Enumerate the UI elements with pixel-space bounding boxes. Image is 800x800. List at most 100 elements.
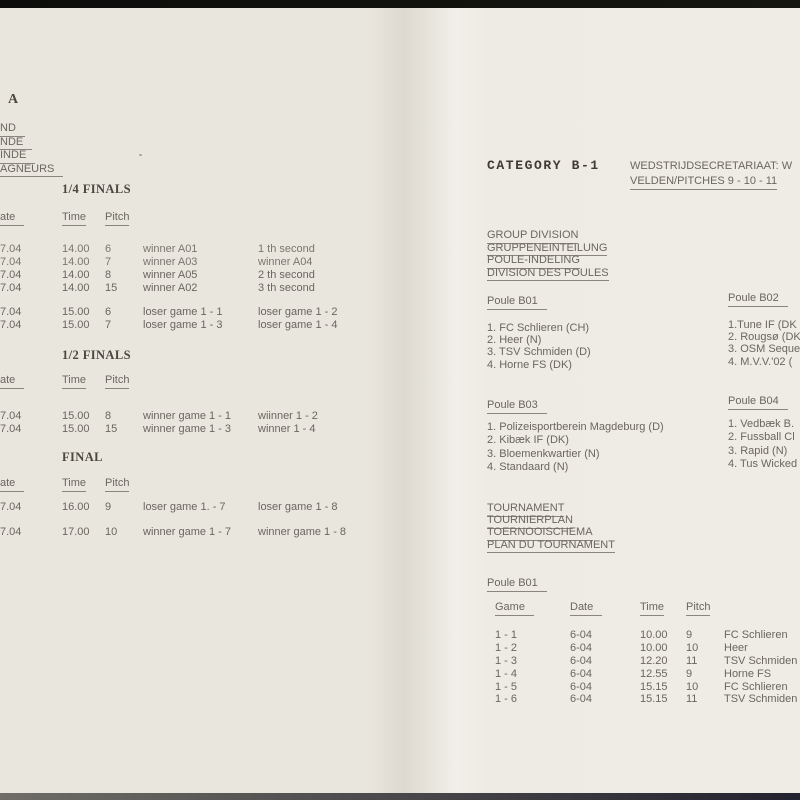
round-fragment: INDE [0,150,36,164]
match-away: winner game 1 - 8 [258,526,347,538]
heading-line: DIVISION DES POULES [487,267,609,282]
match-time: 17.00 [62,526,90,538]
match-time: 15.00 [62,306,90,318]
match-home: loser game 1 - 3 [143,319,223,331]
heading-line: TOURNIERPLAN [487,515,573,529]
col-pitch-header: Pitch [105,374,130,389]
match-away: loser game 1 - 2 [258,306,338,318]
match-date: 7.04 [0,410,22,422]
table-row: 7.04 16.00 9 loser game 1. - 7 loser gam… [0,501,400,514]
match-time: 15.00 [62,423,90,435]
game-team: TSV Schmiden [724,654,798,667]
heading-line: PLAN DU TOURNAMENT [487,539,615,554]
table-row: 7.04 15.00 7 loser game 1 - 3 loser game… [0,319,400,332]
table-row: 7.04 15.00 8 winner game 1 - 1 wiinner 1… [0,410,400,423]
match-date: 7.04 [0,282,22,294]
table-rows: 7.04 15.00 8 winner game 1 - 1 wiinner 1… [0,410,400,436]
scan-speck [139,154,142,156]
poule-b04-name: Poule B04 [728,395,788,410]
team-item: 1.Tune IF (DK [728,319,797,331]
table-rows: 7.04 14.00 6 winner A01 1 th second 7.04… [0,243,400,332]
game-team: FC Schlieren [724,629,788,641]
heading-line: TOERNOOISCHEMA [487,527,593,541]
scan-bottom-edge [0,793,800,800]
heading-line: TOURNAMENT [487,502,565,517]
col-date-header: Date [570,601,603,616]
team-item: 4. Standaard (N) [487,461,569,474]
category-title-fragment: A [8,92,19,107]
game-date: 6-04 [570,629,593,641]
match-pitch: 7 [105,319,112,331]
team-item: 4. Tus Wicked [728,458,798,471]
match-pitch: 15 [105,282,118,294]
poule-b03-teams: 1. Polizeisportberein Magdeburg (D) 2. K… [487,421,664,475]
table-row: 7.04 14.00 15 winner A02 3 th second [0,282,400,295]
match-away: winner 1 - 4 [258,423,316,435]
match-home: winner game 1 - 3 [143,423,232,435]
match-away: wiinner 1 - 2 [258,410,318,422]
table-row: 7.04 15.00 15 winner game 1 - 3 winner 1… [0,423,400,436]
game-number: 1 - 2 [495,641,518,654]
game-date: 6-04 [570,654,593,667]
match-home: winner A01 [143,243,198,255]
match-date: 7.04 [0,243,22,255]
heading-line: GRUPPENEINTEILUNG [487,242,608,257]
match-time: 15.00 [62,410,90,422]
game-pitch: 10 [686,680,699,693]
game-number: 1 - 4 [495,667,518,680]
match-home: winner game 1 - 1 [143,410,232,422]
team-item: 2. Fussball Cl [728,431,795,444]
table-row: 7.04 14.00 8 winner A05 2 th second [0,269,400,282]
game-time: 10.00 [640,629,668,641]
col-time-header: Time [62,477,87,492]
round-fragment: ND [0,122,25,137]
match-time: 14.00 [62,282,90,294]
match-pitch: 8 [105,410,112,422]
match-pitch: 10 [105,526,118,538]
heading-line: GROUP DIVISION [487,229,579,244]
schedule-row: 1 - 5 6-04 15.15 10 FC Schlieren [495,681,800,694]
match-date: 7.04 [0,256,22,268]
col-pitch-header: Pitch [105,211,130,226]
match-time: 15.00 [62,319,90,331]
match-time: 16.00 [62,501,90,513]
game-pitch: 11 [686,693,698,706]
game-time: 15.15 [640,680,668,693]
game-team: Heer [724,641,748,654]
match-date: 7.04 [0,319,22,331]
table-row: 7.04 15.00 6 loser game 1 - 1 loser game… [0,306,400,319]
game-date: 6-04 [570,667,593,680]
game-time: 12.20 [640,654,668,667]
section-title: 1/4 FINALS [62,182,131,196]
match-pitch: 6 [105,306,112,318]
table-row: 7.04 14.00 6 winner A01 1 th second [0,243,400,256]
game-number: 1 - 1 [495,629,518,641]
table-header: ate Time Pitch [0,477,400,492]
match-away: loser game 1 - 4 [258,319,338,331]
heading-line: POULE-INDELING [487,255,580,269]
schedule-poule-name: Poule B01 [487,577,547,592]
schedule-rows: 1 - 1 6-04 10.00 9 FC Schlieren 1 - 2 6-… [495,629,800,706]
game-number: 1 - 3 [495,654,518,667]
team-item: 3. OSM Seque [728,343,800,356]
match-away: 2 th second [258,269,315,281]
table-rows: 7.04 16.00 9 loser game 1. - 7 loser gam… [0,501,400,539]
match-pitch: 15 [105,423,118,435]
poule-b02-name: Poule B02 [728,292,788,307]
schedule-header: Game Date Time Pitch [495,601,800,616]
poule-b01-name: Poule B01 [487,295,547,310]
match-away: winner A04 [258,256,313,268]
game-pitch: 11 [686,654,698,667]
match-date: 7.04 [0,269,22,281]
game-number: 1 - 5 [495,680,518,693]
col-time-header: Time [62,374,87,389]
team-item: 2. Heer (N) [487,334,542,347]
table-header: ate Time Pitch [0,374,400,389]
schedule-row: 1 - 2 6-04 10.00 10 Heer [495,642,800,655]
table-row: 7.04 14.00 7 winner A03 winner A04 [0,256,400,269]
game-team: FC Schlieren [724,680,788,693]
match-home: winner A03 [143,256,198,268]
table-header: ate Time Pitch [0,211,400,226]
match-date: 7.04 [0,306,22,318]
match-away: loser game 1 - 8 [258,501,338,513]
